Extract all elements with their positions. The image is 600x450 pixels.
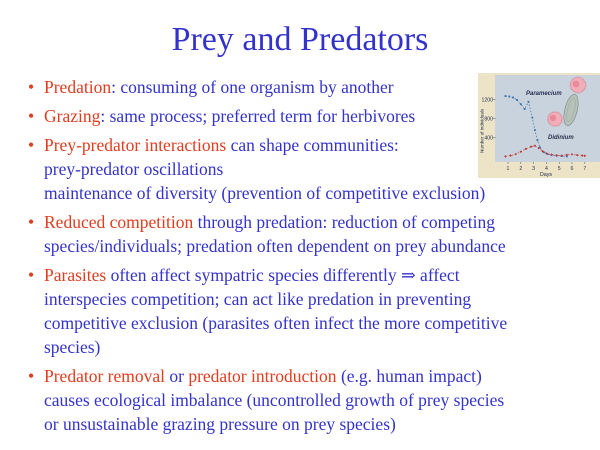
data-point-didinium [504, 155, 507, 158]
bullet-line: prey-predator oscillations [44, 157, 594, 181]
x-tick-label: 4 [545, 166, 548, 172]
slide-title: Prey and Predators [171, 21, 429, 58]
bullet-marker: • [28, 135, 35, 155]
data-point-didinium [555, 154, 558, 157]
predator-prey-figure: 400 800 1200 1 2 3 4 5 6 7 Number of individuals Da… [478, 73, 600, 178]
data-point-paramecium [508, 95, 511, 98]
bullet-line: interspecies competition; can act like p… [44, 287, 594, 311]
bullet-marker: • [28, 265, 35, 285]
data-point-didinium [550, 153, 553, 156]
data-point-paramecium [527, 100, 530, 103]
text-segment: through predation: reduction of competin… [193, 212, 496, 232]
data-point-didinium [545, 152, 548, 155]
didinium-cell-detail [549, 114, 557, 122]
data-point-didinium [537, 146, 540, 150]
bullet-line: Reduced competition through predation: r… [44, 210, 594, 234]
text-segment: can shape communities: [226, 135, 399, 155]
bullet-list: • Predation: consuming of one organism by… [28, 75, 594, 441]
predator-prey-chart: 400 800 1200 1 2 3 4 5 6 7 Number of individuals Da… [478, 73, 600, 178]
data-point-paramecium [536, 139, 539, 142]
data-point-paramecium [565, 155, 568, 158]
x-axis-label: Days [540, 172, 553, 178]
data-point-didinium [509, 154, 512, 157]
x-tick-label: 3 [532, 166, 535, 172]
text-segment: competitive exclusion (parasites often i… [44, 313, 508, 333]
bullet-line: causes ecological imbalance (uncontrolle… [44, 388, 594, 412]
bullet-item: • Prey-predator interactions can shape co… [28, 133, 594, 205]
bullet-item: • Parasites often affect sympatric specie… [28, 263, 594, 359]
text-segment: interspecies competition; can act like p… [44, 289, 472, 309]
text-segment: Reduced competition [44, 212, 194, 232]
x-tick-label: 6 [571, 166, 574, 172]
text-segment: species) [44, 337, 101, 357]
text-segment: Prey-predator interactions [44, 135, 227, 155]
bullet-line: maintenance of diversity (prevention of … [44, 181, 594, 205]
bullet-line: Predator removal or predator introductio… [44, 364, 594, 388]
y-tick-label: 800 [484, 117, 493, 123]
label-didinium: Didinium [548, 135, 574, 141]
text-segment: : consuming of one organism by another [111, 77, 394, 97]
didinium-cell-detail [572, 80, 580, 88]
data-point-paramecium [523, 108, 526, 110]
text-segment: Parasites [44, 265, 107, 285]
bullet-line: Prey-predator interactions can shape com… [44, 133, 594, 157]
text-segment: predator introduction [188, 366, 337, 386]
data-point-didinium [583, 154, 587, 158]
bullet-line: Parasites often affect sympatric species… [44, 263, 594, 287]
data-point-didinium [529, 145, 533, 148]
y-tick-label: 1200 [481, 97, 493, 103]
x-tick-label: 5 [558, 166, 561, 172]
text-segment: or unsustainable grazing pressure on pre… [44, 414, 396, 434]
bullet-item: • Reduced competition through predation: … [28, 210, 594, 258]
text-segment: causes ecological imbalance (uncontrolle… [44, 390, 505, 410]
text-segment: Predation [44, 77, 112, 97]
y-axis-label: Number of individuals [480, 108, 485, 153]
bullet-item: • Grazing: same process; preferred term f… [28, 104, 594, 128]
label-paramecium: Paramecium [526, 91, 562, 97]
text-segment: or [165, 366, 189, 386]
bullet-item: • Predator removal or predator introducti… [28, 364, 594, 436]
text-segment: (e.g. human impact) [336, 366, 482, 386]
y-tick-label: 400 [484, 136, 493, 142]
x-tick-label: 2 [519, 166, 522, 172]
didinium-cilia [546, 110, 564, 128]
text-segment: maintenance of diversity (prevention of … [44, 183, 486, 203]
text-segment: Grazing [44, 106, 101, 126]
data-point-paramecium [533, 129, 536, 132]
data-point-paramecium [539, 146, 541, 149]
text-segment: Predator removal [44, 366, 165, 386]
bullet-item: • Predation: consuming of one organism by… [28, 75, 594, 99]
text-segment: : same process; preferred term for herbi… [100, 106, 416, 126]
bullet-line: Predation: consuming of one organism by … [44, 75, 594, 99]
bullet-marker: • [28, 366, 35, 386]
bullet-marker: • [28, 106, 35, 126]
data-point-paramecium [516, 98, 518, 101]
bullet-line: Grazing: same process; preferred term fo… [44, 104, 594, 128]
organism-illustration [546, 76, 587, 128]
bullet-marker: • [28, 77, 35, 97]
paramecium-cell-detail [566, 98, 576, 122]
bullet-marker: • [28, 212, 35, 232]
data-point-paramecium [504, 95, 507, 97]
x-tick-label: 7 [583, 166, 586, 172]
text-segment: prey-predator oscillations [44, 159, 224, 179]
data-point-paramecium [519, 103, 522, 106]
bullet-line: or unsustainable grazing pressure on pre… [44, 412, 594, 436]
bullet-line: competitive exclusion (parasites often i… [44, 311, 594, 335]
data-point-paramecium [531, 116, 534, 119]
data-point-paramecium [512, 96, 515, 99]
text-segment: often affect sympatric species different… [106, 265, 460, 285]
bullet-line: species/individuals; predation often dep… [44, 234, 594, 258]
text-segment: species/individuals; predation often dep… [44, 236, 506, 256]
paramecium-cell [563, 94, 579, 126]
x-tick-label: 1 [507, 166, 510, 172]
data-point-paramecium [546, 153, 549, 156]
bullet-line: species) [44, 335, 594, 359]
didinium-cilia [569, 76, 587, 94]
